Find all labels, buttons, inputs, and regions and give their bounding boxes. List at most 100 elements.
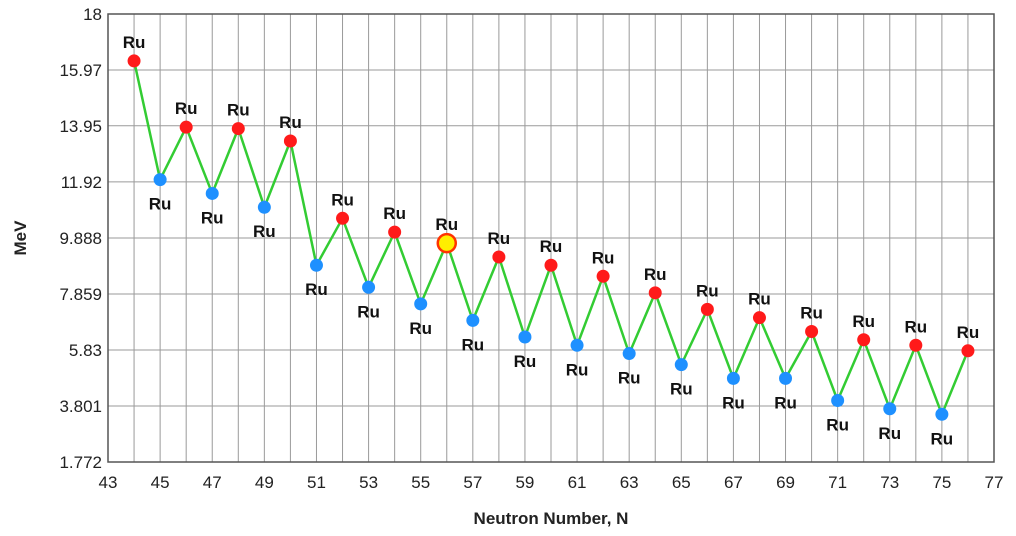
data-point-even	[336, 211, 350, 225]
data-point-odd	[518, 330, 532, 344]
data-label: Ru	[488, 229, 511, 248]
data-point-odd	[570, 338, 584, 352]
x-tick-label: 55	[411, 473, 430, 492]
data-label: Ru	[774, 393, 797, 412]
y-tick-label: 11.92	[61, 173, 102, 192]
data-point-odd	[779, 371, 793, 385]
data-point-odd	[414, 297, 428, 311]
data-label: Ru	[670, 380, 693, 399]
data-label: Ru	[644, 265, 667, 284]
x-tick-label: 75	[932, 473, 951, 492]
x-axis-title: Neutron Number, N	[474, 509, 629, 528]
x-tick-label: 69	[776, 473, 795, 492]
data-label: Ru	[722, 393, 745, 412]
data-point-odd	[205, 186, 219, 200]
x-tick-label: 63	[620, 473, 639, 492]
data-label: Ru	[748, 290, 771, 309]
data-point-odd	[935, 407, 949, 421]
x-tick-label: 53	[359, 473, 378, 492]
data-point-even	[909, 338, 923, 352]
data-point-even	[752, 311, 766, 325]
x-tick-label: 67	[724, 473, 743, 492]
data-point-even	[492, 250, 506, 264]
data-label: Ru	[931, 429, 954, 448]
y-axis-title: MeV	[11, 220, 30, 256]
data-label: Ru	[514, 352, 537, 371]
y-tick-label: 3.801	[59, 397, 102, 416]
data-point-odd	[153, 173, 167, 187]
data-label: Ru	[305, 280, 328, 299]
data-point-even	[127, 54, 141, 68]
data-label: Ru	[201, 208, 224, 227]
data-point-even	[231, 122, 245, 136]
data-point-odd	[726, 371, 740, 385]
data-label: Ru	[357, 302, 380, 321]
data-label: Ru	[461, 335, 484, 354]
plot-frame	[107, 13, 995, 463]
data-point-odd	[466, 313, 480, 327]
data-label: Ru	[566, 360, 589, 379]
data-label: Ru	[957, 323, 980, 342]
y-tick-label: 13.95	[59, 117, 102, 136]
data-point-even	[596, 269, 610, 283]
data-point-even	[283, 134, 297, 148]
x-tick-label: 61	[568, 473, 587, 492]
y-tick-label: 7.859	[59, 285, 102, 304]
x-axis-ticks: 43 45 47 49 51 53 55 57 59 61 63 65 67 69 71 73 75 77	[99, 473, 1004, 492]
data-label: Ru	[540, 237, 563, 256]
x-tick-label: 59	[515, 473, 534, 492]
data-label: Ru	[409, 319, 432, 338]
data-label: Ru	[123, 33, 146, 52]
x-tick-label: 73	[880, 473, 899, 492]
data-label: Ru	[904, 317, 927, 336]
data-point-odd	[622, 347, 636, 361]
data-point-odd	[257, 200, 271, 214]
data-labels: Ru Ru Ru Ru Ru Ru Ru Ru Ru Ru Ru Ru Ru Ru Ru Ru Ru Ru Ru Ru…	[123, 33, 980, 448]
data-label: Ru	[253, 222, 276, 241]
data-label: Ru	[175, 99, 198, 118]
data-label: Ru	[592, 248, 615, 267]
y-axis-ticks: 1.772 3.801 5.83 7.859 9.888 11.92 13.95 15.97 1…	[59, 5, 102, 472]
data-label: Ru	[852, 312, 875, 331]
data-point-highlight	[436, 232, 458, 254]
data-point-odd	[309, 258, 323, 272]
data-points	[127, 54, 975, 421]
x-tick-label: 51	[307, 473, 326, 492]
data-label: Ru	[878, 424, 901, 443]
y-tick-label: 5.83	[69, 341, 102, 360]
x-tick-label: 65	[672, 473, 691, 492]
data-label: Ru	[800, 303, 823, 322]
x-tick-label: 43	[99, 473, 118, 492]
data-label: Ru	[331, 190, 354, 209]
data-point-odd	[883, 402, 897, 416]
data-point-even	[961, 344, 975, 358]
data-point-even	[805, 324, 819, 338]
data-label: Ru	[279, 113, 302, 132]
y-tick-label: 18	[83, 5, 102, 24]
x-tick-label: 71	[828, 473, 847, 492]
x-tick-label: 47	[203, 473, 222, 492]
x-tick-label: 57	[463, 473, 482, 492]
data-label: Ru	[618, 369, 641, 388]
data-point-even	[700, 302, 714, 316]
data-point-even	[179, 120, 193, 134]
data-point-even	[544, 258, 558, 272]
data-label: Ru	[227, 101, 250, 120]
x-tick-label: 77	[985, 473, 1004, 492]
data-point-odd	[831, 393, 845, 407]
data-label: Ru	[696, 281, 719, 300]
data-point-even	[648, 286, 662, 300]
data-label: Ru	[383, 204, 406, 223]
data-point-odd	[674, 358, 688, 372]
y-tick-label: 1.772	[59, 453, 102, 472]
data-point-even	[857, 333, 871, 347]
x-tick-label: 45	[151, 473, 170, 492]
data-label: Ru	[826, 415, 849, 434]
data-label: Ru	[149, 195, 172, 214]
data-label: Ru	[435, 215, 458, 234]
data-point-even	[388, 225, 402, 239]
data-point-odd	[362, 280, 376, 294]
y-tick-label: 15.97	[59, 61, 102, 80]
